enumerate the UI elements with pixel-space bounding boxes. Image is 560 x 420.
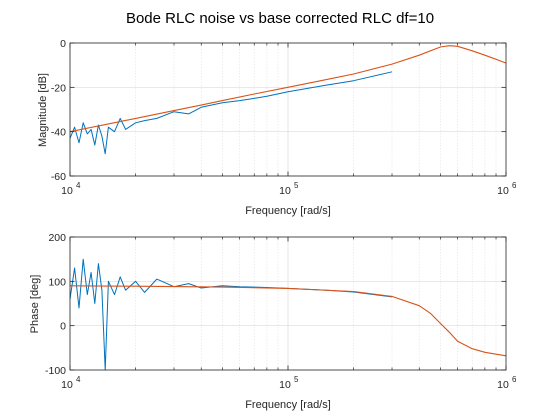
phase-y-tick-label: -100 [45,365,66,377]
magnitude-y-tick-label: -60 [51,171,66,183]
magnitude-x-tick-label: 10 [279,185,291,197]
phase-noisy-series-line [69,258,393,371]
phase-x-tick-exponent: 4 [76,375,81,384]
phase-x-tick-label: 10 [61,379,73,391]
phase-xlabel: Frequency [rad/s] [245,399,331,411]
phase-corrected-series-line [69,285,507,357]
phase-ylabel: Phase [deg] [29,275,41,334]
magnitude-y-tick-label: -20 [51,82,66,94]
phase-x-tick-label: 10 [279,379,291,391]
magnitude-x-tick-label: 10 [497,185,509,197]
figure-title: Bode RLC noise vs base corrected RLC df=… [126,10,434,27]
magnitude-xlabel: Frequency [rad/s] [245,205,331,217]
phase-x-tick-exponent: 5 [294,375,299,384]
magnitude-y-tick-label: -40 [51,127,66,139]
phase-x-tick-label: 10 [497,379,509,391]
phase-y-tick-label: 100 [48,276,66,288]
magnitude-x-tick-label: 10 [61,185,73,197]
magnitude-noisy-series-line [69,71,393,155]
phase-y-tick-label: 0 [60,321,66,333]
magnitude-y-tick-label: 0 [60,38,66,50]
magnitude-axes: 10 4 10 5 10 6-60-40-200 Frequency [rad/s] Ma… [37,38,517,217]
magnitude-x-tick-exponent: 4 [76,181,81,190]
phase-x-tick-exponent: 6 [512,375,517,384]
magnitude-corrected-series-line [69,45,507,133]
magnitude-ylabel: Magnitude [dB] [37,73,49,147]
magnitude-x-tick-exponent: 6 [512,181,517,190]
magnitude-x-tick-exponent: 5 [294,181,299,190]
phase-y-tick-label: 200 [48,232,66,244]
